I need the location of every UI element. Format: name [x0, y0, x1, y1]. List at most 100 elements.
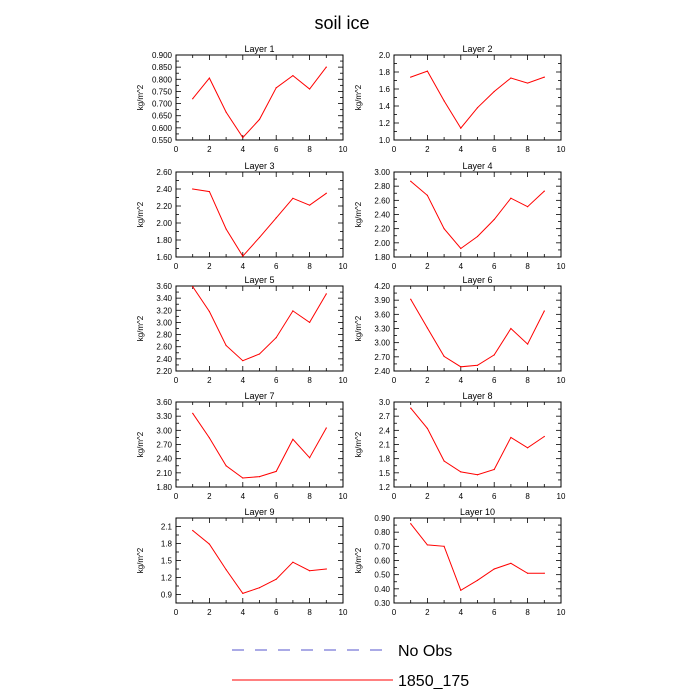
y-tick-label: 3.20 [156, 306, 172, 315]
data-point [242, 360, 244, 362]
data-point [410, 298, 412, 300]
x-tick-label: 8 [525, 145, 530, 154]
y-tick-label: 1.0 [379, 136, 391, 145]
y-axis-label: kg/m^2 [354, 201, 363, 227]
y-tick-label: 2.00 [156, 219, 172, 228]
data-point [527, 206, 529, 208]
data-point [426, 544, 428, 546]
data-point [192, 188, 194, 190]
panel-title: Layer 5 [244, 275, 274, 285]
y-axis-label: kg/m^2 [354, 547, 363, 573]
data-point [309, 570, 311, 572]
x-tick-label: 8 [307, 608, 312, 617]
x-tick-label: 0 [392, 145, 397, 154]
data-point [275, 470, 277, 473]
figure-title: soil ice [314, 13, 369, 33]
panel-title: Layer 4 [462, 161, 492, 171]
y-tick-label: 0.30 [374, 599, 390, 608]
x-tick-label: 10 [557, 262, 566, 271]
panel-layer-8: Layer 8 kg/m^2 0 2 4 6 8 10 1.2 1.5 1.8 2.1 2.4 2.7 3.… [354, 391, 566, 501]
series-line-1850-175 [410, 298, 545, 368]
x-tick-label: 6 [492, 145, 497, 154]
x-tick-label: 0 [174, 492, 179, 501]
data-point [443, 100, 445, 102]
data-point [225, 228, 227, 230]
y-tick-label: 2.70 [374, 353, 390, 362]
x-tick-label: 6 [274, 608, 279, 617]
y-tick-label: 2.70 [156, 441, 172, 450]
data-point [443, 228, 445, 230]
data-point [325, 427, 327, 429]
x-tick-label: 10 [339, 376, 348, 385]
x-tick-label: 8 [525, 376, 530, 385]
data-point [543, 76, 545, 78]
data-point [275, 578, 277, 580]
y-tick-label: 0.40 [374, 585, 390, 594]
y-tick-label: 0.50 [374, 571, 390, 580]
x-tick-label: 6 [274, 492, 279, 501]
data-point [476, 364, 479, 366]
y-tick-label: 3.00 [156, 318, 172, 327]
y-tick-label: 3.00 [156, 426, 172, 435]
data-point [309, 321, 311, 324]
x-tick-label: 2 [425, 492, 430, 501]
x-tick-label: 4 [459, 608, 464, 617]
y-axis-label: kg/m^2 [136, 84, 145, 110]
data-point [275, 87, 277, 89]
panel-title: Layer 2 [462, 44, 492, 54]
series-line-1850-175 [192, 413, 327, 479]
data-point [510, 77, 512, 79]
x-tick-label: 4 [459, 145, 464, 154]
data-point [192, 286, 194, 288]
data-point [208, 77, 210, 79]
plot-frame [175, 54, 344, 141]
x-tick-label: 0 [174, 145, 179, 154]
data-point [410, 407, 412, 409]
data-point [527, 447, 529, 449]
data-point [493, 468, 495, 471]
data-point [426, 427, 428, 430]
data-point [460, 366, 462, 368]
data-point [258, 236, 261, 239]
y-axis-label: kg/m^2 [136, 201, 145, 227]
y-tick-label: 3.60 [156, 398, 172, 407]
data-point [258, 353, 261, 355]
plot-frame [175, 401, 344, 488]
x-tick-label: 10 [557, 376, 566, 385]
series-line-1850-175 [410, 180, 545, 250]
x-tick-label: 4 [241, 145, 246, 154]
y-tick-label: 2.40 [374, 211, 390, 220]
x-tick-label: 0 [174, 608, 179, 617]
panel-grid: Layer 1kg/m^20 2 4 6 8 100.5500.6000.6500.700… [136, 44, 566, 617]
data-point [208, 310, 210, 313]
data-point [527, 343, 529, 345]
data-point [309, 88, 311, 90]
data-point [426, 70, 428, 72]
y-tick-label: 0.90 [374, 514, 390, 523]
data-point [527, 82, 529, 84]
data-point [292, 75, 294, 77]
data-point [192, 98, 194, 100]
y-tick-label: 1.6 [379, 85, 391, 94]
y-tick-label: 2.0 [379, 51, 391, 60]
x-tick-label: 10 [557, 492, 566, 501]
data-point [493, 354, 495, 356]
data-point [275, 337, 277, 339]
y-tick-label: 2.80 [156, 331, 172, 340]
x-tick-label: 4 [241, 492, 246, 501]
x-tick-label: 2 [207, 262, 212, 271]
y-tick-label: 3.0 [379, 398, 391, 407]
panel-title: Layer 3 [244, 161, 274, 171]
data-point [426, 327, 428, 329]
x-tick-label: 2 [425, 608, 430, 617]
data-point [325, 293, 327, 295]
y-tick-label: 2.7 [379, 412, 391, 421]
plot-frame [393, 517, 562, 604]
x-tick-label: 4 [241, 608, 246, 617]
y-tick-label: 2.1 [379, 441, 391, 450]
data-point [208, 190, 210, 193]
data-point [242, 592, 244, 594]
panel-layer-5: Layer 5 kg/m^2 0 2 4 6 8 10 2.20 2.40 2.60 2.80 3.00… [136, 275, 348, 385]
data-point [242, 255, 244, 257]
y-tick-label: 2.60 [156, 168, 172, 177]
